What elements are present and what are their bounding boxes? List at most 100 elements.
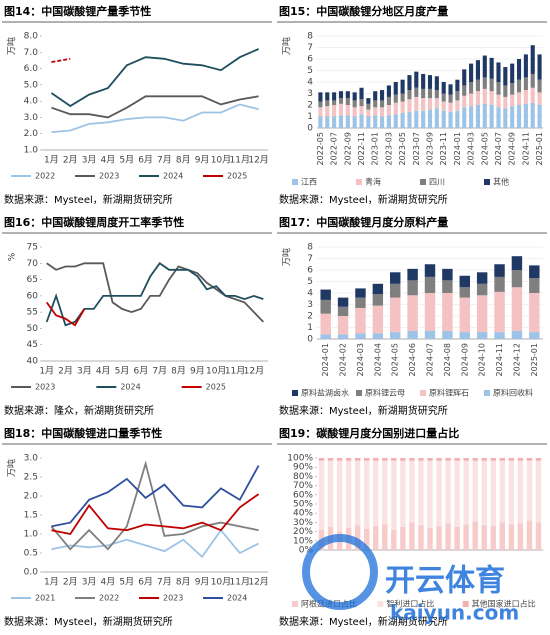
- bar-segment: [366, 98, 371, 104]
- bar-segment: [400, 101, 405, 114]
- x-tick-label: 2024-03: [467, 132, 476, 165]
- x-tick-label: 2022-11: [357, 132, 366, 165]
- bar-segment: [475, 105, 480, 128]
- bar-segment: [421, 110, 426, 128]
- x-tick-label: 9月: [195, 577, 210, 588]
- x-tick-label: 11月: [225, 366, 245, 377]
- bar-segment: [391, 458, 397, 461]
- bar-segment: [490, 460, 496, 527]
- legend-label: 2023: [163, 594, 183, 603]
- bar-segment: [476, 272, 488, 284]
- bar-segment: [424, 330, 436, 339]
- bar-segment: [508, 524, 515, 550]
- bar-segment: [476, 332, 488, 339]
- bar-segment: [418, 460, 424, 526]
- bar-segment: [427, 460, 433, 528]
- x-tick-label: 2024-11: [521, 132, 530, 165]
- y-tick-label: 0%: [299, 546, 314, 556]
- y-tick-label: 10%: [293, 536, 313, 546]
- y-tick-label: 4.0: [24, 97, 39, 107]
- bar-segment: [523, 103, 528, 128]
- x-tick-label: 3月: [82, 155, 97, 166]
- y-tick-label: 0: [307, 124, 313, 134]
- bar-segment: [510, 63, 515, 84]
- x-tick-label: 2024-07: [426, 343, 435, 376]
- bar-segment: [490, 458, 496, 461]
- x-tick-label: 2024-07: [494, 132, 503, 165]
- bar-segment: [529, 265, 540, 279]
- legend-label: 原料锂云母: [365, 388, 405, 398]
- bar-segment: [489, 105, 494, 128]
- legend-label: 2023: [99, 172, 119, 181]
- bar-segment: [427, 98, 433, 110]
- bar-segment: [442, 293, 453, 331]
- bar-segment: [529, 278, 540, 293]
- bar-segment: [448, 84, 453, 95]
- bar-segment: [336, 460, 343, 532]
- y-tick-label: 6: [307, 55, 313, 65]
- x-tick-label: 2023-07: [412, 132, 421, 165]
- bar-segment: [366, 103, 371, 110]
- legend-label: 2024: [227, 594, 247, 603]
- y-tick-label: 0.0: [24, 568, 39, 578]
- legend-label: 2025: [206, 383, 226, 392]
- bar-segment: [441, 101, 446, 111]
- bar-segment: [481, 460, 487, 526]
- bar-segment: [372, 294, 384, 306]
- y-tick-label: 45: [27, 340, 38, 350]
- bar-segment: [455, 91, 460, 101]
- bar-segment: [318, 107, 323, 117]
- bar-segment: [445, 523, 451, 550]
- legend-label: 2022: [35, 172, 55, 181]
- y-tick-label: 5: [307, 277, 313, 287]
- bar-segment: [414, 96, 419, 111]
- bar-segment: [508, 460, 515, 525]
- series-line: [51, 57, 71, 63]
- bar-segment: [355, 288, 366, 298]
- bar-segment: [327, 458, 334, 461]
- bar-segment: [414, 110, 419, 128]
- bar-segment: [494, 276, 505, 292]
- y-tick-label: 5: [307, 66, 313, 76]
- legend-label: 原料锂辉石: [429, 388, 469, 398]
- bar-segment: [400, 113, 405, 128]
- bar-segment: [338, 115, 344, 128]
- bar-segment: [434, 98, 439, 109]
- bar-segment: [535, 460, 542, 523]
- figure-source: 数据来源：Mysteel，新湖期货研究所: [4, 615, 173, 628]
- bar-segment: [372, 305, 384, 334]
- bar-segment: [434, 76, 439, 91]
- legend-label: 青海: [365, 177, 381, 187]
- bar-segment: [320, 299, 331, 314]
- y-axis-label: %: [8, 252, 18, 261]
- bar-segment: [455, 100, 460, 111]
- bar-segment: [318, 458, 325, 461]
- bar-segment: [489, 78, 494, 92]
- bar-segment: [530, 45, 535, 74]
- bar-segment: [424, 264, 436, 277]
- watermark-text: 开云体育: [385, 564, 505, 599]
- bar-segment: [489, 57, 494, 79]
- bar-segment: [462, 69, 467, 86]
- bar-segment: [511, 330, 523, 339]
- series-line: [50, 48, 259, 108]
- y-tick-label: 55: [27, 308, 38, 318]
- bar-segment: [448, 111, 453, 128]
- bar-segment: [409, 522, 415, 550]
- bar-segment: [409, 460, 415, 523]
- legend-swatch: [356, 179, 362, 185]
- bar-segment: [448, 102, 453, 112]
- bar-segment: [455, 110, 460, 128]
- bar-segment: [352, 100, 357, 108]
- y-tick-label: 2.0: [24, 492, 39, 502]
- bar-segment: [391, 529, 397, 550]
- bar-segment: [359, 106, 364, 115]
- x-tick-label: 2024-08: [443, 343, 452, 376]
- legend-label: 2025: [227, 172, 247, 181]
- bar-segment: [338, 91, 344, 99]
- x-tick-label: 2024-03: [356, 343, 365, 376]
- bar-segment: [499, 522, 506, 550]
- bar-segment: [325, 116, 330, 128]
- bar-segment: [325, 92, 330, 101]
- x-tick-label: 2024-09: [508, 132, 517, 165]
